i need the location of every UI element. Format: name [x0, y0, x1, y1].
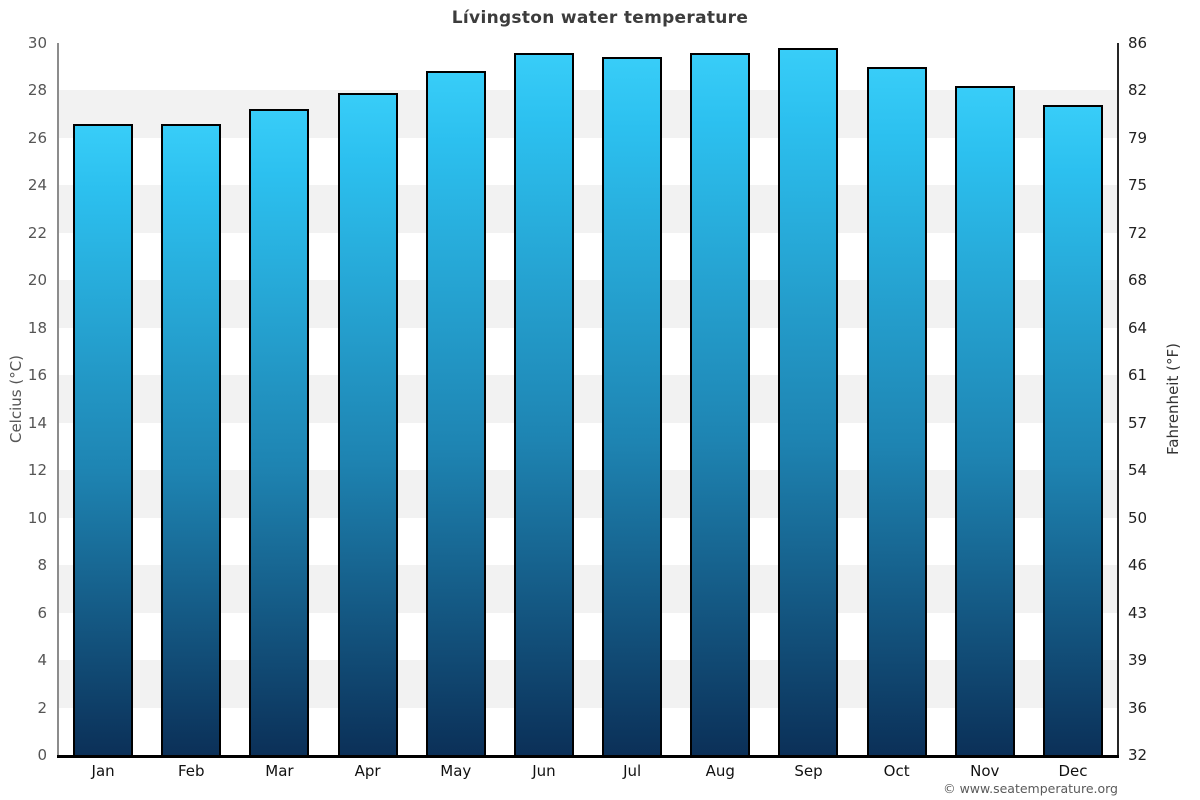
grid-band	[59, 280, 1117, 328]
left-axis-line	[57, 43, 59, 755]
temperature-bar-jan	[73, 123, 134, 755]
temperature-bar-mar	[249, 109, 310, 755]
bar-slot-may	[412, 43, 500, 755]
temperature-bar-nov	[954, 85, 1015, 755]
grid-band	[59, 660, 1117, 708]
left-tick-label-10: 10	[27, 508, 47, 527]
left-tick-label-28: 28	[27, 81, 47, 100]
grid-band	[59, 90, 1117, 138]
left-tick-label-22: 22	[27, 223, 47, 242]
fahrenheit-axis-title: Fahrenheit (°F)	[1164, 343, 1182, 455]
grid-band	[59, 232, 1117, 281]
left-tick-label-26: 26	[27, 128, 47, 147]
grid-band	[59, 707, 1117, 755]
month-label-mar: Mar	[265, 762, 294, 780]
right-tick-label-32: 32	[1128, 746, 1148, 764]
right-tick-label-50: 50	[1128, 508, 1148, 527]
left-tick-label-30: 30	[27, 34, 47, 52]
right-tick-label-61: 61	[1128, 366, 1148, 385]
grid-band	[59, 375, 1117, 423]
chart-title: Lívingston water temperature	[451, 8, 749, 28]
temperature-bar-apr	[337, 92, 398, 755]
celsius-axis-title: Celcius (°C)	[7, 354, 25, 444]
right-tick-label-46: 46	[1128, 556, 1148, 575]
copyright-text: © www.seatemperature.org	[943, 781, 1118, 796]
x-axis-month-labels: Jan Feb Mar Apr May Jun Jul Aug Sep Oct Nov Dec	[59, 762, 1117, 780]
bar-slot-oct	[853, 43, 941, 755]
right-tick-label-72: 72	[1128, 223, 1148, 242]
bar-slot-aug	[676, 43, 764, 755]
right-tick-label-86: 86	[1128, 34, 1148, 52]
left-tick-label-16: 16	[27, 366, 47, 385]
plot-area	[59, 43, 1117, 755]
right-tick-label-39: 39	[1128, 651, 1148, 670]
left-tick-label-8: 8	[37, 556, 47, 575]
grid-band	[59, 565, 1117, 613]
bar-slot-dec	[1029, 43, 1117, 755]
left-tick-label-24: 24	[27, 176, 47, 195]
month-label-jan: Jan	[91, 762, 115, 780]
bar-slot-apr	[324, 43, 412, 755]
left-tick-label-20: 20	[27, 271, 47, 290]
month-label-sep: Sep	[794, 762, 823, 780]
temperature-bar-may	[425, 71, 486, 755]
grid-band	[59, 327, 1117, 376]
right-tick-label-36: 36	[1128, 698, 1148, 717]
temperature-bar-sep	[778, 47, 839, 755]
grid-band	[59, 185, 1117, 233]
left-tick-label-18: 18	[27, 318, 47, 337]
left-tick-label-6: 6	[37, 603, 47, 622]
bar-slot-mar	[235, 43, 323, 755]
bar-slot-jul	[588, 43, 676, 755]
grid-band	[59, 470, 1117, 518]
right-tick-label-75: 75	[1128, 176, 1148, 195]
bar-slot-sep	[764, 43, 852, 755]
month-label-jul: Jul	[623, 762, 642, 780]
month-label-may: May	[440, 762, 472, 780]
temperature-bar-jul	[602, 57, 663, 755]
temperature-bar-feb	[161, 123, 222, 755]
right-tick-label-82: 82	[1128, 81, 1148, 100]
bar-slot-nov	[941, 43, 1029, 755]
temperature-bar-oct	[866, 66, 927, 755]
right-tick-label-79: 79	[1128, 128, 1148, 147]
month-label-oct: Oct	[883, 762, 910, 780]
grid-band	[59, 612, 1117, 661]
left-tick-label-0: 0	[37, 746, 47, 764]
month-label-nov: Nov	[970, 762, 1000, 780]
bar-series	[59, 43, 1117, 755]
temperature-bar-dec	[1042, 104, 1103, 755]
bar-slot-jun	[500, 43, 588, 755]
temperature-bar-jun	[513, 52, 574, 755]
month-label-jun: Jun	[532, 762, 556, 780]
month-label-apr: Apr	[354, 762, 381, 780]
month-label-feb: Feb	[177, 762, 205, 780]
grid-band	[59, 43, 1117, 91]
left-tick-label-14: 14	[27, 413, 47, 432]
right-tick-label-54: 54	[1128, 461, 1148, 480]
right-axis-line	[1117, 43, 1119, 755]
month-label-aug: Aug	[705, 762, 735, 780]
left-tick-label-2: 2	[37, 698, 47, 717]
bottom-axis-line	[57, 755, 1119, 758]
left-tick-label-12: 12	[27, 461, 47, 480]
bar-slot-feb	[147, 43, 235, 755]
right-tick-label-43: 43	[1128, 603, 1148, 622]
month-label-dec: Dec	[1058, 762, 1088, 780]
right-tick-label-57: 57	[1128, 413, 1148, 432]
right-tick-label-68: 68	[1128, 271, 1148, 290]
temperature-bar-aug	[690, 52, 751, 755]
right-tick-label-64: 64	[1128, 318, 1148, 337]
bar-slot-jan	[59, 43, 147, 755]
grid-band	[59, 517, 1117, 566]
grid-band	[59, 137, 1117, 186]
grid-band	[59, 422, 1117, 471]
left-tick-label-4: 4	[37, 651, 47, 670]
